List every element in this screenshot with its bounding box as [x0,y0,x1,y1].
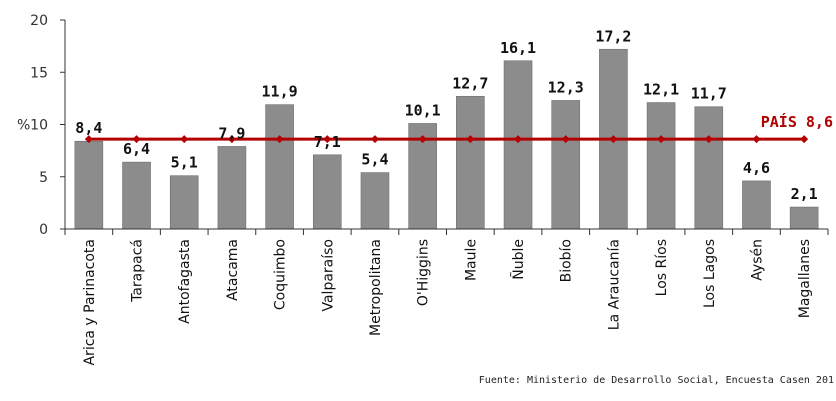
data-label: 16,1 [500,39,536,57]
bars [74,48,819,230]
x-tick-label: Metropolitana [368,239,384,336]
x-tick-label: Antofagasta [177,239,193,324]
data-label: 4,6 [743,159,770,177]
bar [742,180,771,230]
reference-line-label: PAÍS 8,6 [761,112,833,131]
x-tick-label: La Araucanía [606,239,622,330]
bar [217,146,247,230]
bar [789,206,819,230]
x-axis: Arica y Parinacota Tarapacá Antofagasta Ata… [64,228,829,366]
bar [312,154,342,230]
y-tick-label: 15 [30,65,48,81]
reference-marker [609,135,618,144]
bar [360,172,390,230]
y-tick-label: 0 [39,222,48,238]
reference-marker [561,135,570,144]
bar [694,106,724,230]
x-tick-label: Atacama [225,239,241,301]
bar [503,60,533,230]
data-label: 12,3 [548,78,584,96]
reference-marker [227,135,236,144]
data-label: 12,7 [452,74,488,92]
x-tick-label: O'Higgins [416,239,432,306]
reference-marker [275,135,284,144]
x-tick-label: Magallanes [797,239,813,318]
x-tick-label: Los Ríos [654,239,670,296]
bar [122,161,151,230]
reference-marker [418,135,427,144]
x-tick-label: Tarapacá [130,239,146,303]
bar [646,102,676,230]
reference-marker [657,135,666,144]
reference-marker [132,135,141,144]
bar [265,104,294,230]
y-tick-label: 10 [30,118,48,134]
bar [551,100,581,230]
x-tick-label: Valparaíso [320,239,336,312]
y-tick-label: 20 [30,13,48,29]
data-label: 7,1 [314,133,341,151]
data-label: 7,9 [218,124,245,142]
data-label: 17,2 [595,27,631,45]
reference-marker [752,135,761,144]
y-axis: 0 5 10 15 20% [17,13,66,238]
x-tick-label: Aysén [749,239,765,281]
reference-marker [514,135,523,144]
data-label: 5,1 [171,154,198,172]
bar [456,95,485,230]
reference-marker [466,135,475,144]
data-label: 11,7 [691,85,727,103]
x-tick-label: Maule [463,239,479,281]
x-tick-label: Ñuble [510,239,527,280]
data-labels: 8,4 6,4 5,1 7,9 11,9 7,1 5,4 10,1 12,7 16,1 12,3 17… [75,27,817,203]
reference-marker [704,135,713,144]
bar [169,175,199,230]
y-tick-label: 5 [39,170,48,186]
reference-marker [323,135,332,144]
data-label: 2,1 [791,185,818,203]
reference-marker [800,135,809,144]
y-axis-label: % [17,118,30,134]
data-label: 6,4 [123,140,150,158]
x-tick-label: Los Lagos [702,239,718,308]
data-label: 5,4 [361,151,388,169]
bar [74,140,104,230]
x-tick-label: Coquimbo [273,239,289,310]
source-note: Fuente: Ministerio de Desarrollo Social,… [479,375,834,386]
reference-marker [84,135,93,144]
reference-marker [180,135,189,144]
data-label: 10,1 [405,101,441,119]
reference-marker [370,135,379,144]
x-tick-label: Biobío [559,239,575,282]
reference-line-group: PAÍS 8,6 [84,112,833,144]
data-label: 8,4 [75,119,102,137]
data-label: 11,9 [262,83,298,101]
data-label: 12,1 [643,81,679,99]
x-tick-label: Arica y Parinacota [82,239,98,366]
